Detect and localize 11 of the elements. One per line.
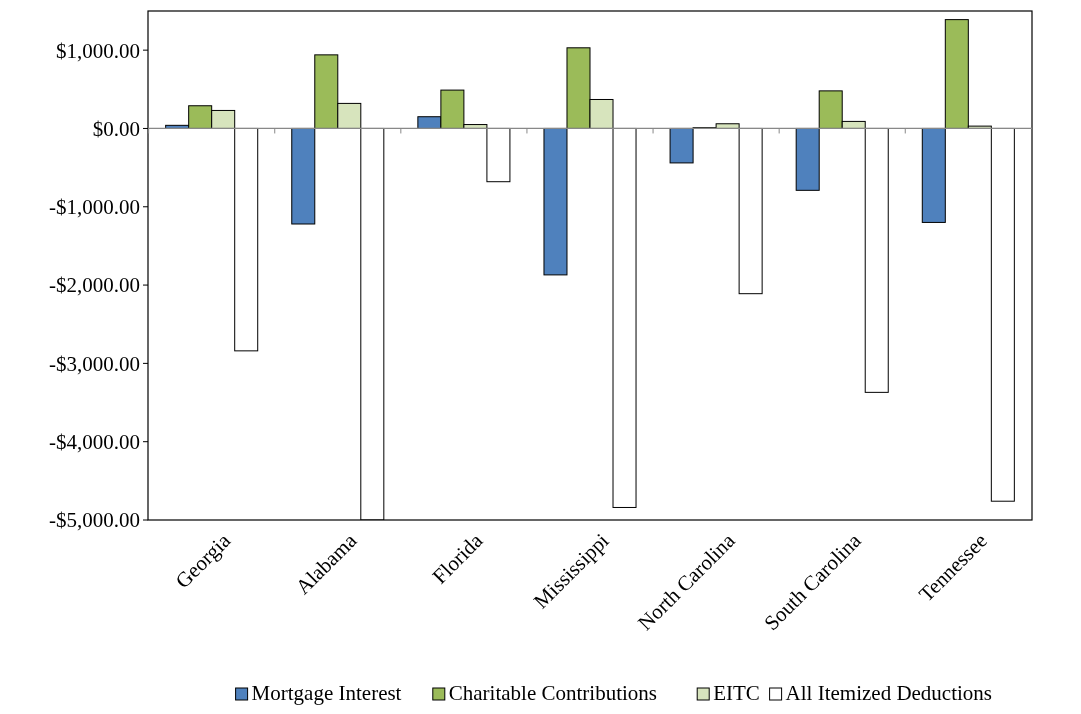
y-tick-label: $0.00	[92, 116, 140, 141]
y-tick-label: -$4,000.00	[49, 430, 140, 455]
legend-label: Charitable Contributions	[448, 681, 658, 705]
legend-label: All Itemized Deductions	[785, 681, 993, 705]
y-tick-label: -$1,000.00	[49, 195, 140, 220]
y-tick-label: -$3,000.00	[49, 351, 140, 376]
legend-label: Mortgage Interest	[251, 681, 402, 705]
y-tick-label: $1,000.00	[56, 38, 140, 63]
y-tick-label: -$2,000.00	[49, 273, 140, 298]
legend-label: EITC	[713, 681, 760, 705]
y-tick-label: -$5,000.00	[49, 508, 140, 533]
